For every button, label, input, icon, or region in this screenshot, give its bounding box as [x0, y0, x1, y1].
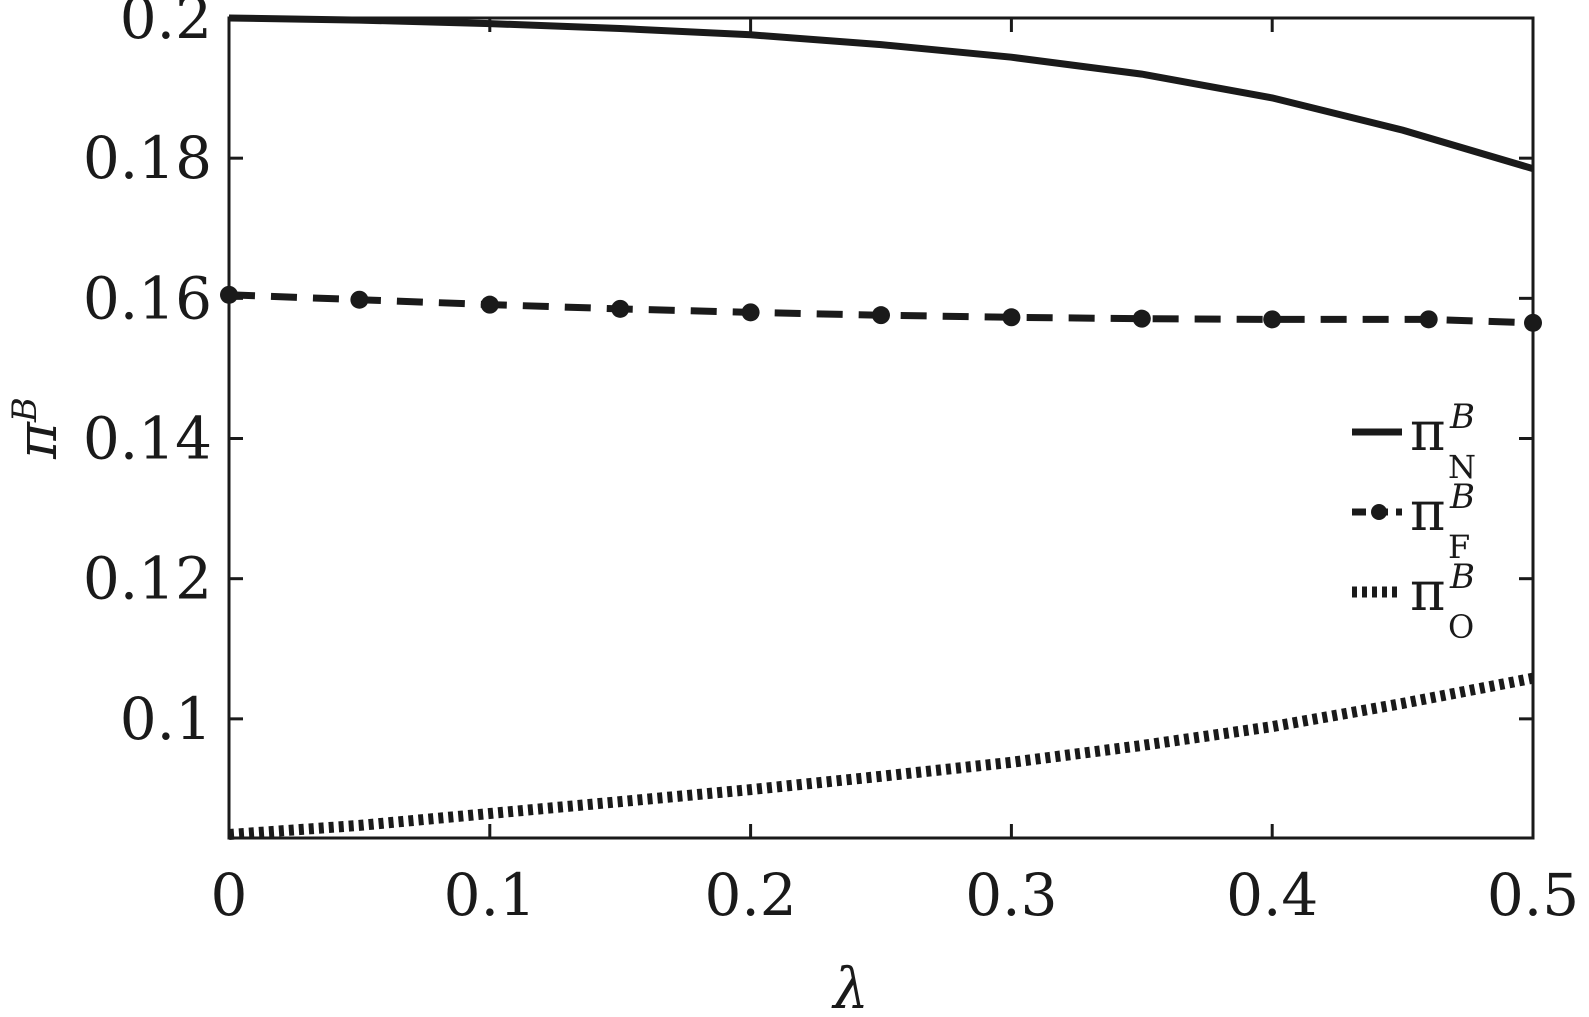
series-point-f: [350, 290, 369, 309]
series-point-f: [741, 303, 760, 322]
legend-marker-f: [1371, 504, 1387, 520]
series-layer: [220, 14, 1542, 840]
y-axis-label-text: πB: [5, 397, 70, 460]
y-axis-label: πB: [5, 397, 70, 460]
y-axis-label-base: π: [5, 421, 70, 460]
series-point-f: [1524, 313, 1542, 332]
y-tick-label: 0.18: [83, 124, 212, 192]
series-line-o: [228, 672, 1535, 840]
x-tick-label: 0.1: [444, 861, 536, 929]
y-tick-label: 0.16: [83, 264, 212, 332]
legend: π B Nπ B Fπ B O: [1352, 397, 1476, 646]
plot-area: [227, 16, 1535, 840]
series-point-f: [1132, 309, 1151, 328]
series-point-f: [1263, 310, 1282, 329]
x-tick-label: 0: [211, 861, 248, 929]
y-tick-label: 0.12: [83, 545, 212, 613]
x-tick-label: 0.3: [965, 861, 1057, 929]
series-point-f: [220, 285, 238, 304]
x-tick-label: 0.4: [1226, 861, 1318, 929]
y-tick-label: 0.2: [120, 0, 212, 52]
series-point-f: [611, 299, 630, 318]
y-axis: 0.1 0.12 0.14 0.16 0.18 0.2: [83, 0, 1533, 753]
x-axis: 0 0.1 0.2 0.3 0.4 0.5: [211, 18, 1579, 929]
y-tick-label: 0.1: [120, 685, 212, 753]
x-axis-label: λ: [831, 957, 869, 1017]
x-tick-label: 0.2: [704, 861, 796, 929]
y-tick-label: 0.14: [83, 405, 212, 473]
series-line-n: [228, 14, 1534, 173]
y-axis-label-sup: B: [5, 397, 45, 423]
series-point-f: [1002, 308, 1021, 327]
series-point-f: [1419, 310, 1438, 329]
plot-frame: [227, 16, 1535, 840]
x-tick-label: 0.5: [1487, 861, 1579, 929]
series-point-f: [480, 295, 499, 314]
series-point-f: [872, 306, 890, 325]
